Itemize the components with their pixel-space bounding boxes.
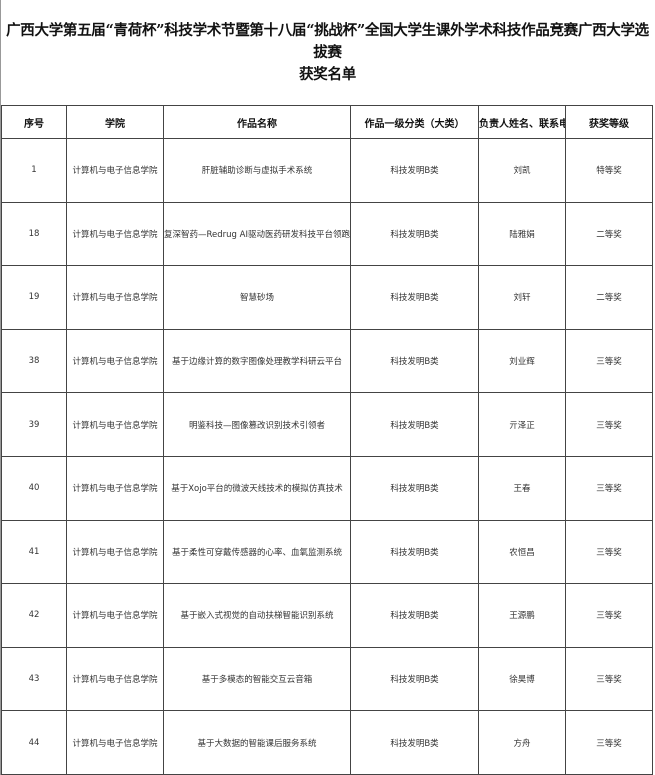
table-row: 42 计算机与电子信息学院 基于嵌入式视觉的自动扶梯智能识别系统 科技发明B类 王源鹏三… [1, 583, 653, 648]
cell-leader: 陆雅娟 [478, 201, 566, 267]
cell-no: 41 [1, 519, 67, 585]
cell-work: 基于嵌入式视觉的自动扶梯智能识别系统 [163, 583, 351, 648]
cell-award: 三等奖 [565, 646, 653, 712]
cell-category: 科技发明B类 [350, 138, 479, 203]
cell-category: 科技发明B类 [350, 392, 479, 457]
cell-award: 二等奖 [565, 265, 653, 330]
table-row: 44 计算机与电子信息学院 基于大数据的智能课后服务系统 科技发明B类 方舟 三等奖 [1, 710, 653, 775]
document-title: 广西大学第五届“青荷杯”科技学术节暨第十八届“挑战杯”全国大学生课外学术科技作品… [0, 20, 655, 86]
cell-category: 科技发明B类 [350, 583, 479, 648]
cell-category: 科技发明B类 [350, 265, 479, 330]
cell-leader: 刘轩 [478, 265, 566, 330]
table-row: 18 计算机与电子信息学院 复深智药—Redrug AI驱动医药研发科技平台领跑者科… [1, 201, 653, 267]
cell-no: 18 [1, 201, 67, 267]
title-line-2: 获奖名单 [299, 66, 356, 83]
cell-college: 计算机与电子信息学院 [66, 201, 164, 267]
cell-work: 基于大数据的智能课后服务系统 [163, 710, 351, 775]
table-row: 40 计算机与电子信息学院 基于Xojo平台的微波天线技术的模拟仿真技术 科技发明B类… [1, 455, 653, 521]
cell-category: 科技发明B类 [350, 646, 479, 712]
table-row: 1 计算机与电子信息学院 肝脏辅助诊断与虚拟手术系统 科技发明B类 刘凯 特等奖 [1, 138, 653, 203]
cell-college: 计算机与电子信息学院 [66, 710, 164, 775]
cell-award: 三等奖 [565, 710, 653, 775]
cell-work: 基于多模态的智能交互云音箱 [163, 646, 351, 712]
cell-no: 1 [1, 138, 67, 203]
cell-work: 基于Xojo平台的微波天线技术的模拟仿真技术 [163, 455, 351, 521]
cell-college: 计算机与电子信息学院 [66, 392, 164, 457]
cell-category: 科技发明B类 [350, 710, 479, 775]
cell-work: 基于柔性可穿戴传感器的心率、血氧监测系统 [163, 519, 351, 585]
cell-category: 科技发明B类 [350, 201, 479, 267]
cell-college: 计算机与电子信息学院 [66, 265, 164, 330]
cell-leader: 徐昊博 [478, 646, 566, 712]
cell-no: 19 [1, 265, 67, 330]
cell-award: 三等奖 [565, 392, 653, 457]
cell-college: 计算机与电子信息学院 [66, 328, 164, 394]
cell-work: 肝脏辅助诊断与虚拟手术系统 [163, 138, 351, 203]
cell-category: 科技发明B类 [350, 519, 479, 585]
cell-college: 计算机与电子信息学院 [66, 138, 164, 203]
table-row: 39 计算机与电子信息学院 明鉴科技—图像篡改识别技术引领者 科技发明B类 亓泽正 三等奖 [1, 392, 653, 457]
cell-no: 43 [1, 646, 67, 712]
table-row: 41 计算机与电子信息学院 基于柔性可穿戴传感器的心率、血氧监测系统 科技发明B类 农恒… [1, 519, 653, 585]
cell-leader: 刘业辉 [478, 328, 566, 394]
cell-award: 三等奖 [565, 328, 653, 394]
cell-award: 三等奖 [565, 583, 653, 648]
cell-award: 三等奖 [565, 519, 653, 585]
table-row: 19 计算机与电子信息学院 智慧砂场 科技发明B类 刘轩 二等奖 [1, 265, 653, 330]
table-row: 43 计算机与电子信息学院 基于多模态的智能交互云音箱 科技发明B类 徐昊博 三等奖 [1, 646, 653, 712]
table-row: 38 计算机与电子信息学院 基于边缘计算的数字图像处理教学科研云平台 科技发明B类 刘业… [1, 328, 653, 394]
cell-leader: 亓泽正 [478, 392, 566, 457]
cell-work: 智慧砂场 [163, 265, 351, 330]
cell-leader: 刘凯 [478, 138, 566, 203]
cell-work: 基于边缘计算的数字图像处理教学科研云平台 [163, 328, 351, 394]
cell-no: 39 [1, 392, 67, 457]
cell-college: 计算机与电子信息学院 [66, 583, 164, 648]
col-header-no: 序号 [1, 105, 67, 139]
table-header-row: 序号 学院 作品名称 作品一级分类（大类） 负责人姓名、联系电 获奖等级 [1, 105, 653, 139]
cell-leader: 王源鹏 [478, 583, 566, 648]
cell-leader: 农恒昌 [478, 519, 566, 585]
cell-college: 计算机与电子信息学院 [66, 519, 164, 585]
cell-no: 42 [1, 583, 67, 648]
cell-award: 三等奖 [565, 455, 653, 521]
cell-category: 科技发明B类 [350, 328, 479, 394]
cell-leader: 方舟 [478, 710, 566, 775]
cell-no: 40 [1, 455, 67, 521]
title-line-1: 广西大学第五届“青荷杯”科技学术节暨第十八届“挑战杯”全国大学生课外学术科技作品… [6, 22, 649, 61]
page-edge [0, 0, 1, 775]
award-table: 序号 学院 作品名称 作品一级分类（大类） 负责人姓名、联系电 获奖等级 1 计算… [1, 105, 653, 775]
col-header-leader: 负责人姓名、联系电 [478, 105, 566, 139]
col-header-college: 学院 [66, 105, 164, 139]
cell-leader: 王春 [478, 455, 566, 521]
col-header-award: 获奖等级 [565, 105, 653, 139]
cell-work: 明鉴科技—图像篡改识别技术引领者 [163, 392, 351, 457]
col-header-work: 作品名称 [163, 105, 351, 139]
cell-award: 二等奖 [565, 201, 653, 267]
cell-college: 计算机与电子信息学院 [66, 455, 164, 521]
cell-no: 38 [1, 328, 67, 394]
cell-category: 科技发明B类 [350, 455, 479, 521]
col-header-category: 作品一级分类（大类） [350, 105, 479, 139]
cell-award: 特等奖 [565, 138, 653, 203]
cell-college: 计算机与电子信息学院 [66, 646, 164, 712]
cell-work: 复深智药—Redrug AI驱动医药研发科技平台领跑者 [163, 201, 351, 267]
cell-no: 44 [1, 710, 67, 775]
